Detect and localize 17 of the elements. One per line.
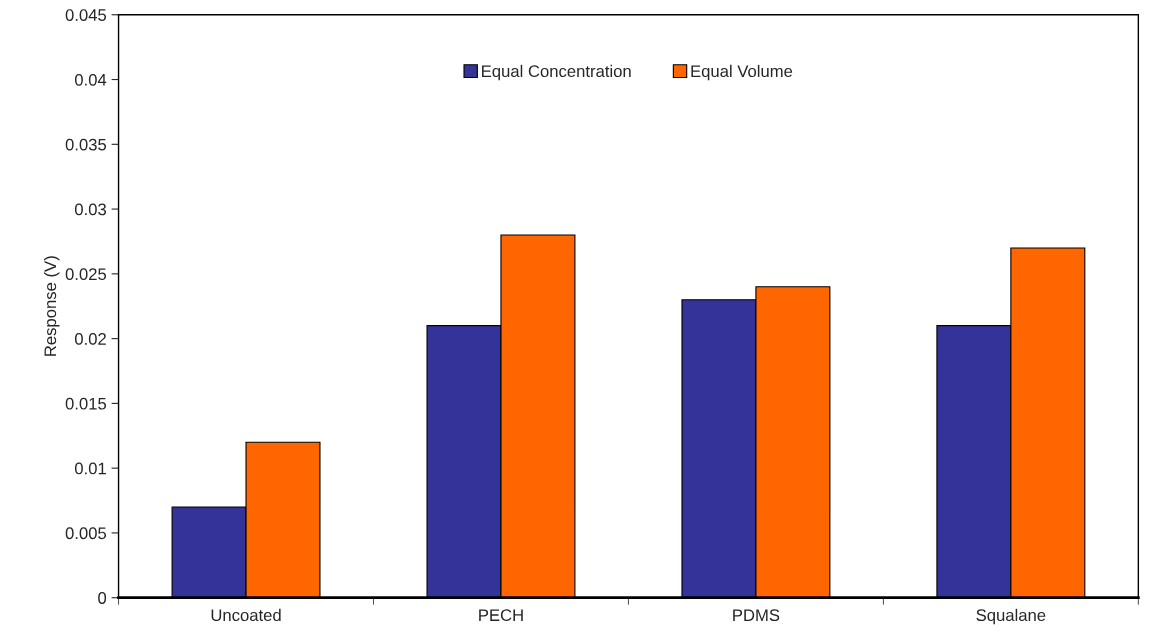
y-tick-label: 0.04 <box>74 73 107 86</box>
y-tick-label: 0.005 <box>65 527 107 540</box>
y-tick-label: 0.035 <box>65 138 107 151</box>
y-axis-title: Response (V) <box>43 256 60 356</box>
y-tick-label: 0.01 <box>74 462 106 475</box>
legend-label: Equal Volume <box>691 64 793 81</box>
y-tick-label: 0.025 <box>65 268 107 281</box>
x-tick-label: PDMS <box>733 609 780 622</box>
y-tick-label: 0.02 <box>74 333 106 345</box>
y-tick-label: 0 <box>98 592 107 604</box>
y-tick-label: 0.045 <box>65 9 107 21</box>
x-tick-label: Uncoated <box>211 608 281 622</box>
x-tick-label: Squalane <box>976 608 1046 625</box>
legend-label: Equal Concentration <box>482 64 631 81</box>
x-tick-label: PECH <box>479 609 523 622</box>
y-tick-label: 0.03 <box>74 203 107 216</box>
y-tick-label: 0.015 <box>65 397 107 410</box>
